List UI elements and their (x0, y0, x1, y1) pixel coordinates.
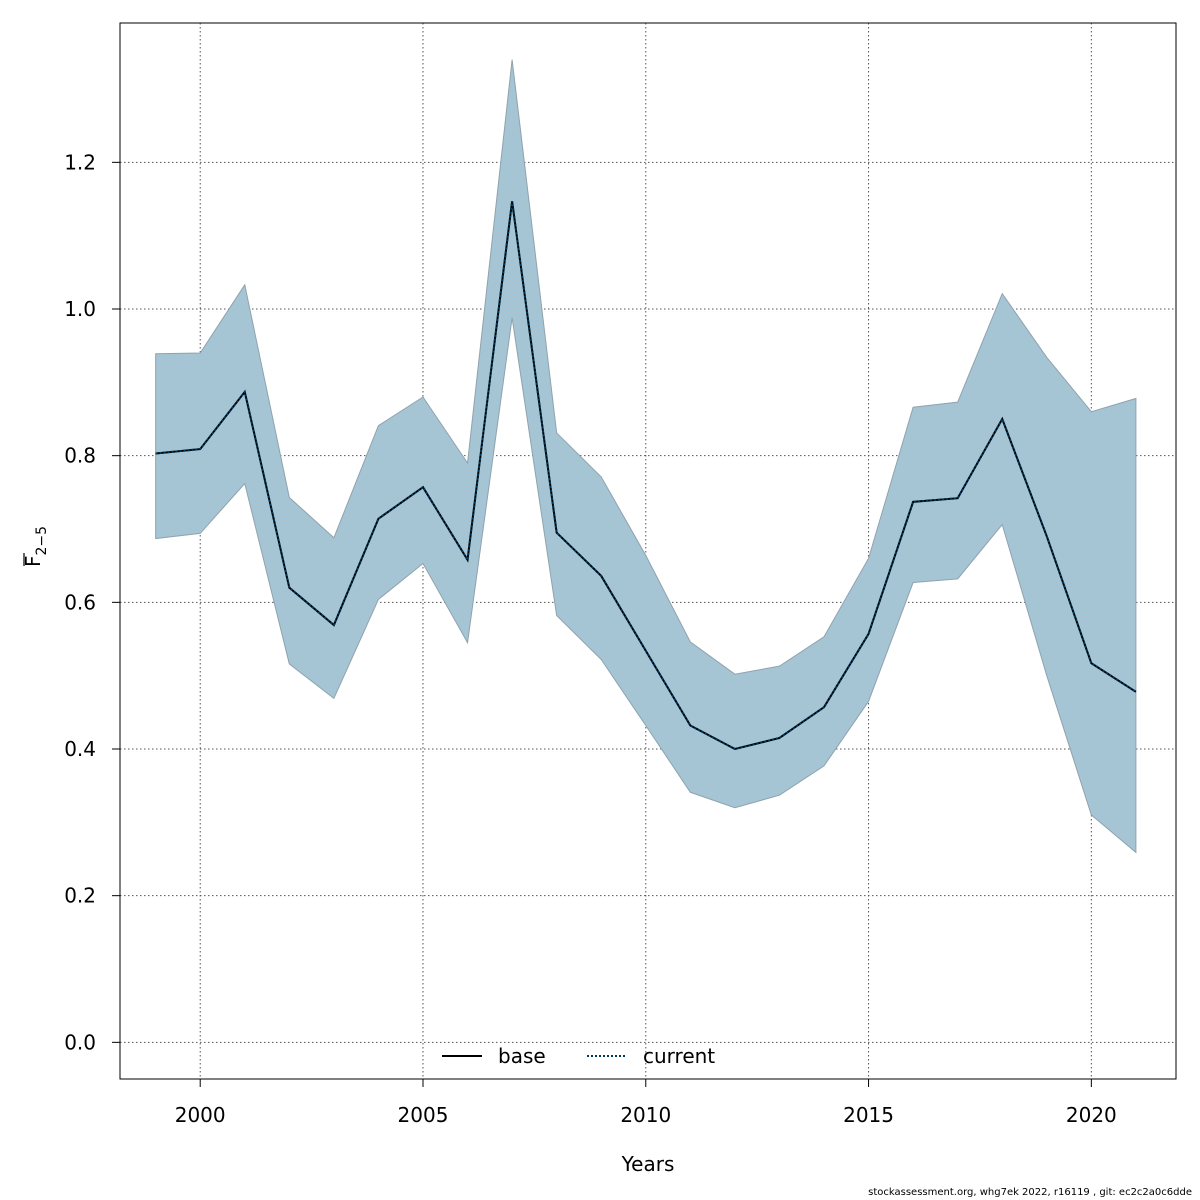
y-tick-label-1.0: 1.0 (64, 297, 96, 321)
axes: 2000 2005 2010 2015 2020 0.0 0.2 0.4 0.6 0.8 1.0 1.… (64, 22, 1177, 1127)
y-axis-title-main: F (21, 555, 45, 567)
confidence-band (155, 59, 1137, 854)
x-axis-title: Years (621, 1152, 675, 1176)
y-axis-title-subscript: 2−5 (34, 526, 50, 556)
y-tick-label-0.4: 0.4 (64, 737, 96, 761)
y-axis-title: F2−5 (21, 526, 50, 567)
legend-label-base: base (498, 1044, 546, 1068)
y-tick-label-0.0: 0.0 (64, 1030, 96, 1054)
series-line-current (155, 201, 1137, 751)
x-tick-label-2000: 2000 (175, 1103, 226, 1127)
svg-text:F2−5: F2−5 (21, 526, 50, 567)
legend-label-current: current (643, 1044, 715, 1068)
y-tick-label-0.2: 0.2 (64, 884, 96, 908)
y-tick-label-1.2: 1.2 (64, 150, 96, 174)
y-tick-label-0.8: 0.8 (64, 444, 96, 468)
footer-credit: stockassessment.org, whg7ek 2022, r16119… (868, 1187, 1192, 1198)
x-tick-label-2020: 2020 (1066, 1103, 1117, 1127)
y-tick-label-0.6: 0.6 (64, 590, 96, 614)
plot-frame (119, 22, 1177, 1080)
x-tick-label-2010: 2010 (620, 1103, 671, 1127)
legend: base current (442, 1044, 715, 1068)
x-tick-label-2015: 2015 (843, 1103, 894, 1127)
x-tick-label-2005: 2005 (398, 1103, 449, 1127)
